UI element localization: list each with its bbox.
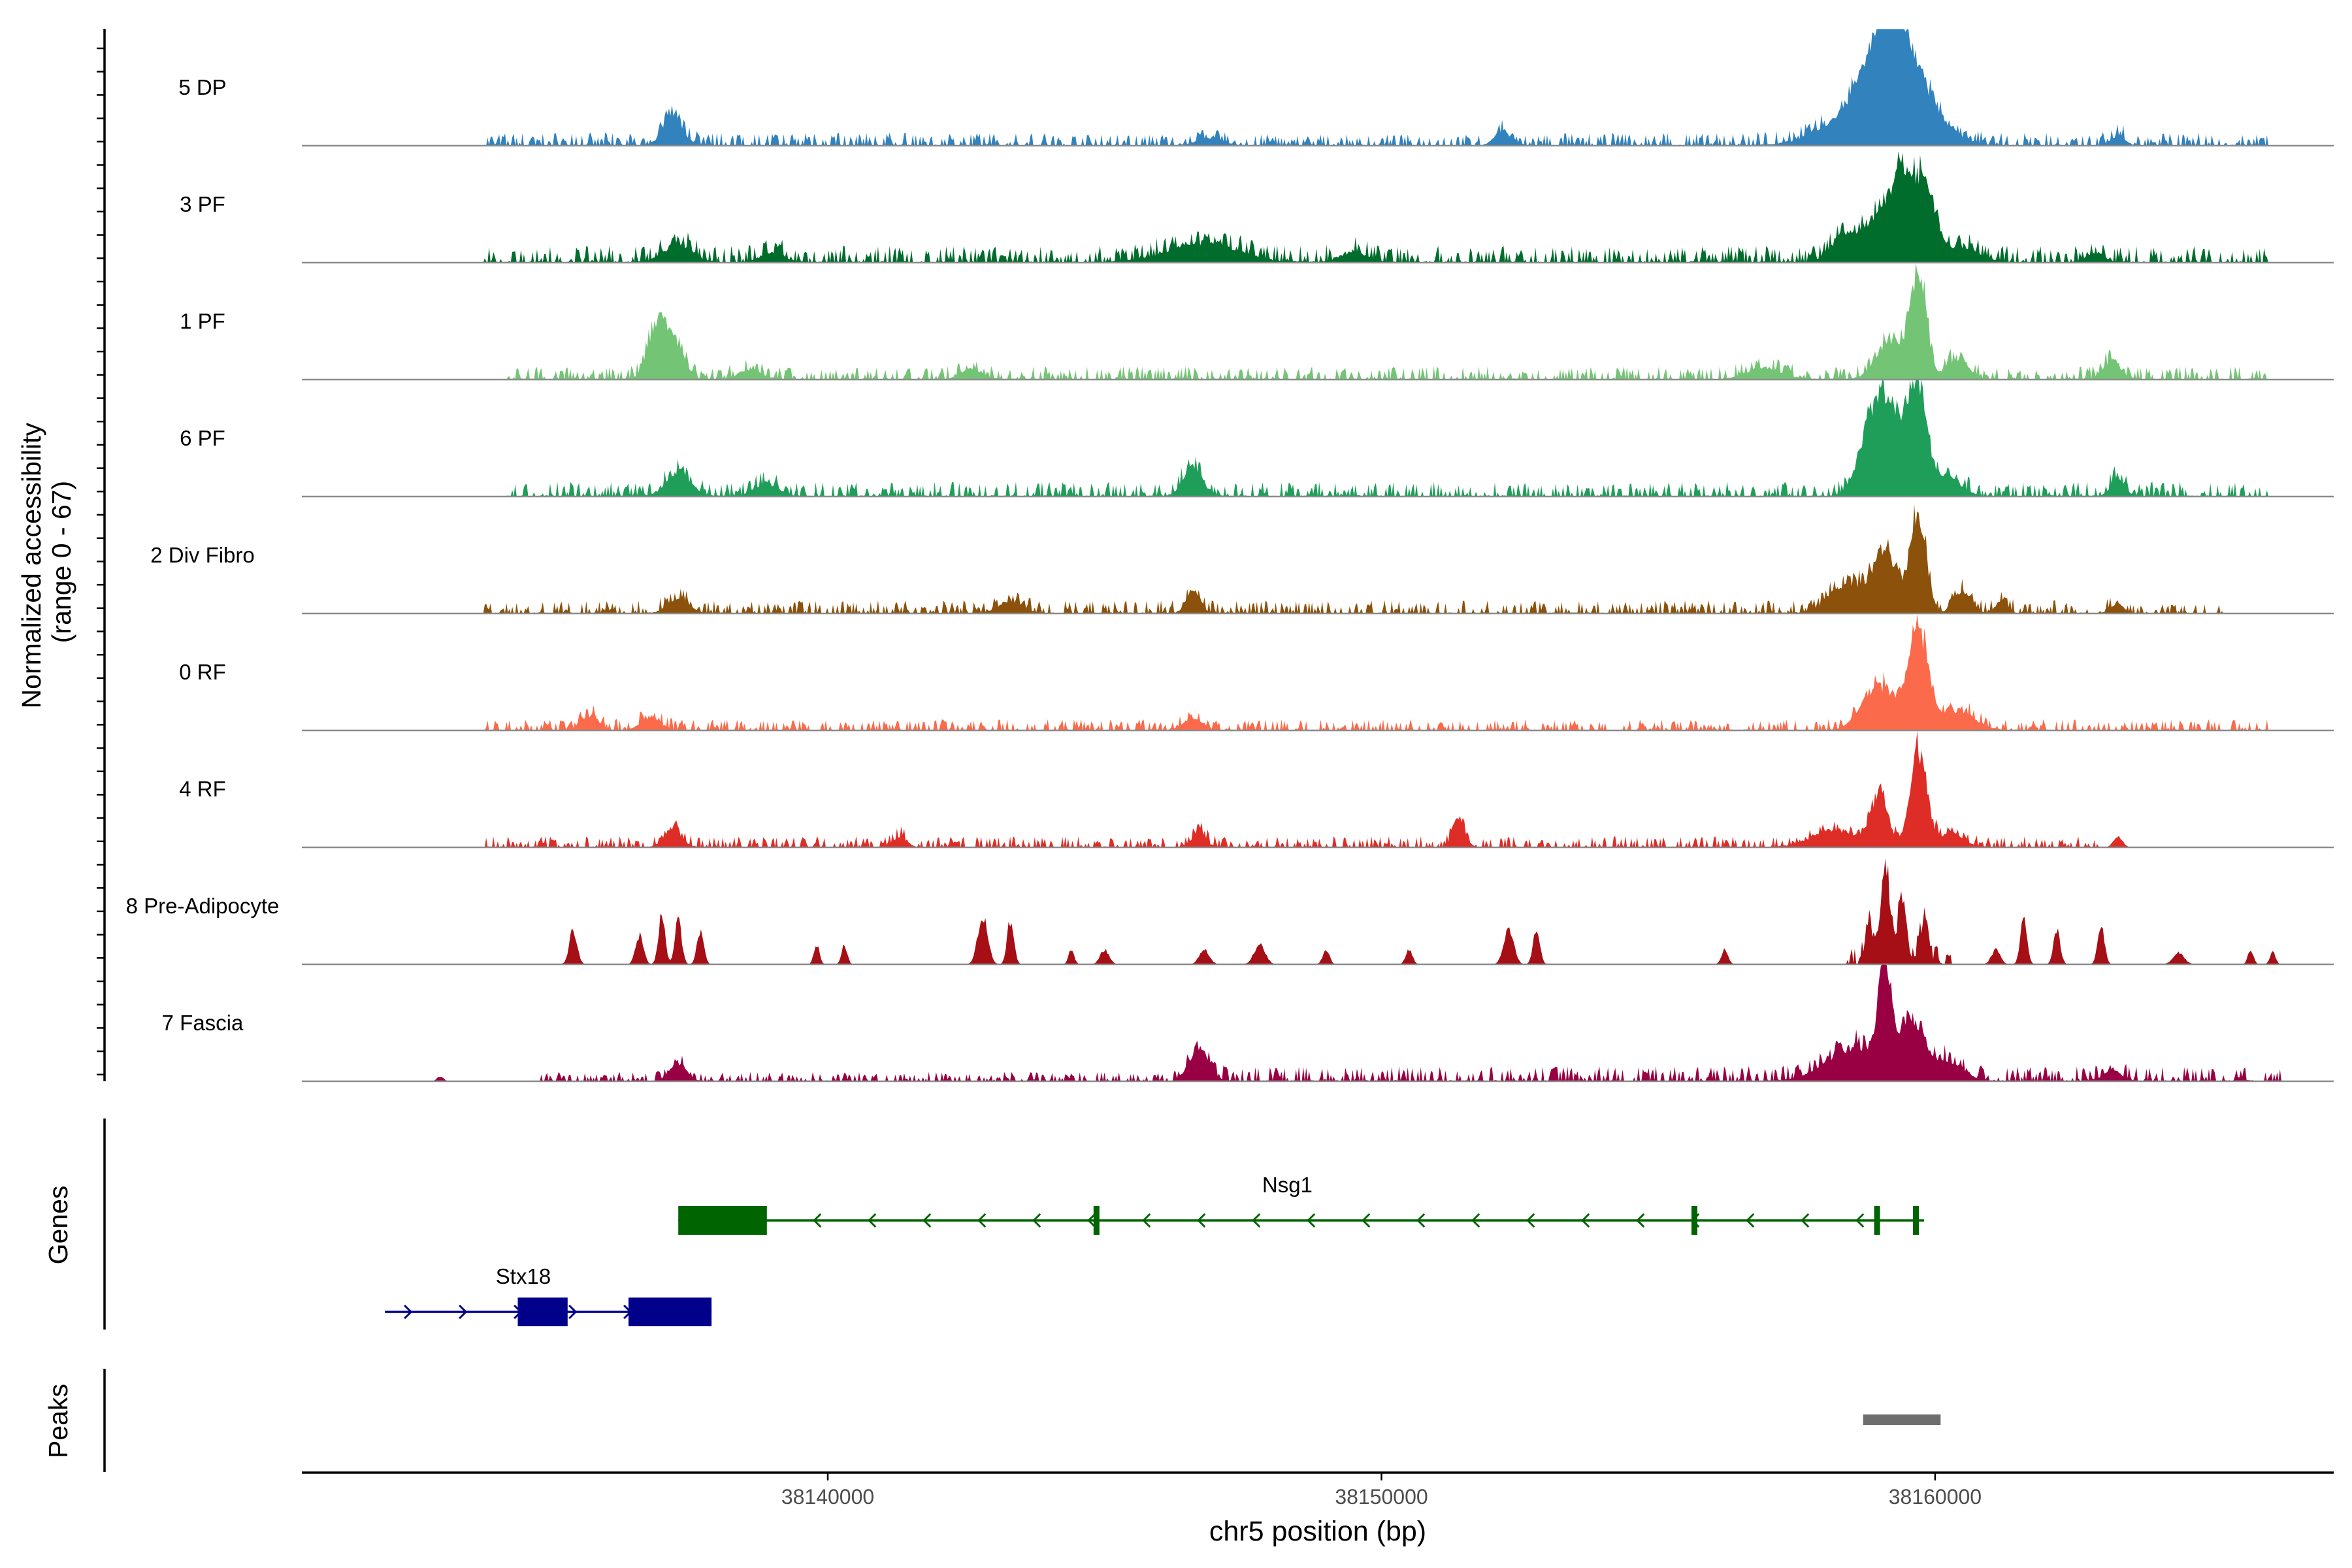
strand-arrow: [1855, 1213, 1865, 1228]
strand-arrow: [1746, 1213, 1755, 1228]
y-axis-title-line2: (range 0 - 67): [46, 481, 76, 643]
track-label: 6 PF: [180, 426, 225, 450]
coverage-area: [302, 380, 2334, 497]
x-axis-title: chr5 position (bp): [1209, 1516, 1426, 1547]
gene-stx18: Stx18: [385, 1264, 712, 1326]
gene-exon: [678, 1206, 767, 1235]
track-label: 3 PF: [180, 192, 225, 216]
x-tick-label: 38160000: [1889, 1485, 1982, 1509]
x-tick-label: 38140000: [781, 1485, 874, 1509]
coverage-area: [302, 152, 2334, 263]
x-tick-label: 38150000: [1335, 1485, 1428, 1509]
track-label: 1 PF: [180, 309, 225, 333]
gene-exon: [1093, 1206, 1100, 1235]
gene-exon: [1874, 1206, 1880, 1235]
strand-arrow: [1416, 1213, 1426, 1228]
gene-exon: [517, 1298, 568, 1326]
strand-arrow: [1032, 1213, 1041, 1228]
track-label: 2 Div Fibro: [150, 543, 255, 567]
track-8-pre-adipocyte: 8 Pre-Adipocyte: [126, 858, 2334, 966]
strand-arrow: [923, 1213, 932, 1228]
track-label: 4 RF: [179, 777, 226, 801]
strand-arrow: [1307, 1213, 1316, 1228]
coverage-area: [302, 858, 2334, 964]
coverage-area: [302, 614, 2334, 730]
track-label: 8 Pre-Adipocyte: [126, 894, 280, 918]
track-4-rf: 4 RF: [179, 731, 2334, 849]
coverage-area: [302, 964, 2334, 1081]
strand-arrow: [1801, 1213, 1810, 1228]
coverage-area: [302, 504, 2334, 613]
strand-arrow: [568, 1304, 578, 1320]
gene-exon: [1691, 1206, 1697, 1235]
peaks-panel-label: Peaks: [43, 1384, 73, 1458]
strand-arrow: [1197, 1213, 1206, 1228]
track-5-dp: 5 DP: [178, 29, 2334, 147]
x-axis: 38140000 38150000 38160000: [302, 1471, 2334, 1509]
track-label: 0 RF: [179, 660, 226, 684]
gene-nsg1: Nsg1: [678, 1173, 1924, 1235]
track-3-pf: 3 PF: [180, 152, 2334, 264]
coverage-area: [302, 263, 2334, 380]
track-label: 5 DP: [178, 75, 226, 99]
genes-panel-label: Genes: [43, 1186, 73, 1265]
y-axis-title: Normalized accessibility (range 0 - 67): [16, 416, 76, 709]
gene-exon: [629, 1298, 712, 1326]
gene-exon: [1913, 1206, 1919, 1235]
track-6-pf: 6 PF: [180, 380, 2334, 498]
track-0-rf: 0 RF: [179, 614, 2334, 732]
peaks-panel: [103, 1369, 1941, 1472]
strand-arrow: [1142, 1213, 1151, 1228]
strand-arrow: [1471, 1213, 1480, 1228]
strand-arrow: [1362, 1213, 1371, 1228]
strand-arrow: [404, 1304, 413, 1320]
strand-arrow: [813, 1213, 822, 1228]
track-7-fascia: 7 Fascia: [162, 964, 2334, 1083]
coverage-area: [302, 29, 2334, 146]
strand-arrow: [1636, 1213, 1645, 1228]
strand-arrow: [977, 1213, 987, 1228]
peak-region: [1863, 1414, 1941, 1425]
left-axis: [97, 29, 106, 1081]
y-axis-title-line1: Normalized accessibility: [16, 422, 46, 708]
strand-arrow: [1252, 1213, 1261, 1228]
strand-arrow: [868, 1213, 877, 1228]
track-1-pf: 1 PF: [180, 263, 2334, 381]
strand-arrow: [1526, 1213, 1535, 1228]
genes-panel: Nsg1 Stx18: [103, 1119, 1924, 1330]
coverage-tracks: 5 DP 3 PF 1 PF 6 PF 2 Div Fibro 0 RF 4 RF 8 Pre…: [126, 29, 2334, 1083]
gene-label: Stx18: [496, 1264, 551, 1288]
strand-arrow: [1581, 1213, 1590, 1228]
track-2-div-fibro: 2 Div Fibro: [150, 504, 2334, 615]
strand-arrow: [459, 1304, 468, 1320]
strand-arrow: [1087, 1213, 1096, 1228]
coverage-area: [302, 731, 2334, 847]
gene-label: Nsg1: [1262, 1173, 1313, 1197]
track-label: 7 Fascia: [162, 1011, 244, 1035]
